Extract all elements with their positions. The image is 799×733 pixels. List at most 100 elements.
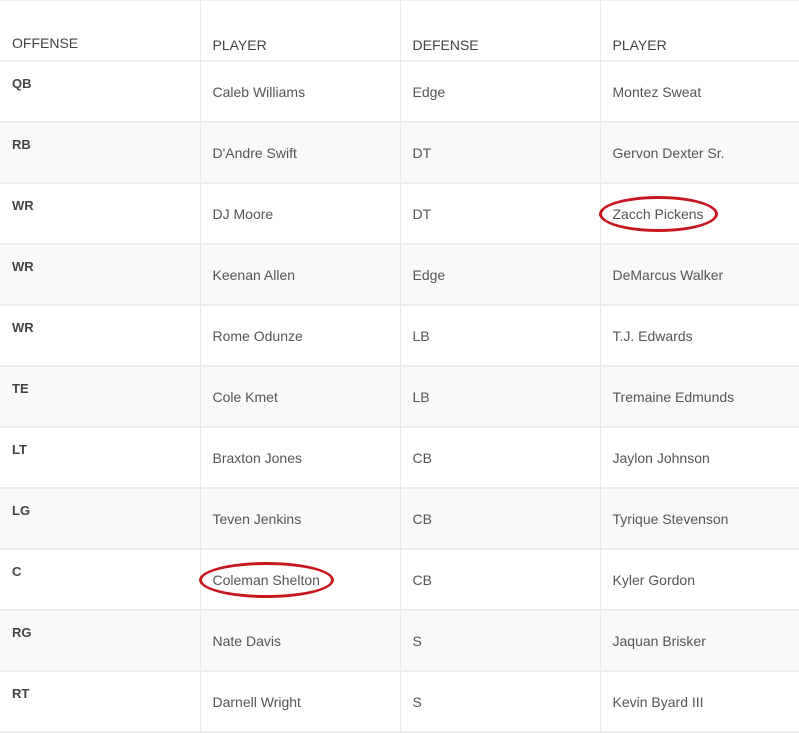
defense-position: LB xyxy=(412,327,430,344)
defense-player: Zacch Pickens xyxy=(612,205,704,222)
defense-position: CB xyxy=(412,510,432,527)
offense-player-cell: Rome Odunze xyxy=(200,305,401,367)
defense-player-cell: Kyler Gordon xyxy=(600,549,799,611)
offense-position: C xyxy=(12,564,22,579)
table-row: RB D'Andre Swift DT Gervon Dexter Sr. xyxy=(0,122,799,184)
defense-player-cell: Tremaine Edmunds xyxy=(600,366,799,428)
offense-position-cell: WR xyxy=(0,305,201,367)
offense-player: Braxton Jones xyxy=(212,449,303,466)
header-player: PLAYER xyxy=(600,0,799,62)
offense-position: RG xyxy=(12,625,32,640)
offense-position: LT xyxy=(12,442,27,457)
defense-player-cell: Zacch Pickens xyxy=(598,183,799,245)
defense-position: DT xyxy=(412,144,432,161)
offense-position: WR xyxy=(12,320,34,335)
offense-player: Nate Davis xyxy=(212,632,281,649)
offense-position: WR xyxy=(12,198,34,213)
offense-position: TE xyxy=(12,381,29,396)
offense-position: QB xyxy=(12,76,32,91)
defense-player-cell: Jaylon Johnson xyxy=(600,427,799,489)
defense-player-cell: Gervon Dexter Sr. xyxy=(600,122,799,184)
table-row: QB Caleb Williams Edge Montez Sweat xyxy=(0,61,799,123)
header-row: OFFENSE PLAYER DEFENSE PLAYER xyxy=(0,0,799,62)
offense-position-cell: RB xyxy=(0,122,201,184)
offense-player: Coleman Shelton xyxy=(212,571,320,588)
defense-position-cell: CB xyxy=(400,427,601,489)
defense-player: Tyrique Stevenson xyxy=(612,510,729,527)
offense-position-cell: QB xyxy=(0,61,201,123)
defense-player-cell: DeMarcus Walker xyxy=(600,244,799,306)
offense-position: RB xyxy=(12,137,31,152)
offense-position-cell: TE xyxy=(0,366,201,428)
offense-player-cell: Cole Kmet xyxy=(200,366,401,428)
table-row: C Coleman Shelton CB Kyler Gordon xyxy=(0,549,799,611)
defense-position: S xyxy=(412,693,422,710)
defense-position: DT xyxy=(412,205,432,222)
header-offense: OFFENSE xyxy=(0,0,201,62)
offense-player-cell: Caleb Williams xyxy=(200,61,401,123)
defense-position-cell: LB xyxy=(400,305,601,367)
defense-position: CB xyxy=(412,571,432,588)
offense-position-cell: C xyxy=(0,549,201,611)
offense-position: WR xyxy=(12,259,34,274)
offense-player-cell: Nate Davis xyxy=(200,610,401,672)
offense-player-cell: Coleman Shelton xyxy=(198,549,401,611)
table-row: LT Braxton Jones CB Jaylon Johnson xyxy=(0,427,799,489)
offense-position-cell: RT xyxy=(0,671,201,733)
offense-position: LG xyxy=(12,503,31,518)
defense-player: Jaylon Johnson xyxy=(612,449,710,466)
defense-position-cell: Edge xyxy=(400,244,601,306)
offense-position-cell: WR xyxy=(0,244,201,306)
defense-position: CB xyxy=(412,449,432,466)
defense-position-cell: LB xyxy=(400,366,601,428)
defense-position: LB xyxy=(412,388,430,405)
defense-player: T.J. Edwards xyxy=(612,327,693,344)
defense-player: Jaquan Brisker xyxy=(612,632,706,649)
defense-player: Tremaine Edmunds xyxy=(612,388,735,405)
offense-player: Caleb Williams xyxy=(212,83,306,100)
defense-player-cell: Tyrique Stevenson xyxy=(600,488,799,550)
defense-player: Gervon Dexter Sr. xyxy=(612,144,725,161)
defense-player: DeMarcus Walker xyxy=(612,266,724,283)
offense-player: Teven Jenkins xyxy=(212,510,302,527)
defense-position-cell: Edge xyxy=(400,61,601,123)
table-row: WR Rome Odunze LB T.J. Edwards xyxy=(0,305,799,367)
defense-position-cell: S xyxy=(400,671,601,733)
offense-player-cell: Teven Jenkins xyxy=(200,488,401,550)
offense-player-cell: Keenan Allen xyxy=(200,244,401,306)
defense-player-cell: T.J. Edwards xyxy=(600,305,799,367)
offense-player: DJ Moore xyxy=(212,205,274,222)
defense-position-cell: DT xyxy=(400,183,601,245)
offense-player: Darnell Wright xyxy=(212,693,301,710)
defense-player-cell: Montez Sweat xyxy=(600,61,799,123)
defense-position-cell: S xyxy=(400,610,601,672)
offense-player-cell: Braxton Jones xyxy=(200,427,401,489)
header-defense: DEFENSE xyxy=(400,0,601,62)
defense-player: Montez Sweat xyxy=(612,83,702,100)
defense-player-cell: Jaquan Brisker xyxy=(600,610,799,672)
defense-position: S xyxy=(412,632,422,649)
table-row: WR Keenan Allen Edge DeMarcus Walker xyxy=(0,244,799,306)
offense-player: Cole Kmet xyxy=(212,388,278,405)
offense-player-cell: Darnell Wright xyxy=(200,671,401,733)
offense-player-cell: D'Andre Swift xyxy=(200,122,401,184)
defense-position-cell: CB xyxy=(400,488,601,550)
offense-position-cell: LT xyxy=(0,427,201,489)
defense-position-cell: DT xyxy=(400,122,601,184)
table-row: RG Nate Davis S Jaquan Brisker xyxy=(0,610,799,672)
offense-player-cell: DJ Moore xyxy=(200,183,401,245)
table-row: LG Teven Jenkins CB Tyrique Stevenson xyxy=(0,488,799,550)
offense-player: D'Andre Swift xyxy=(212,144,297,161)
defense-player: Kevin Byard III xyxy=(612,693,704,710)
header-player: PLAYER xyxy=(200,0,401,62)
defense-position: Edge xyxy=(412,266,446,283)
offense-player: Rome Odunze xyxy=(212,327,303,344)
defense-position-cell: CB xyxy=(400,549,601,611)
table-row: WR DJ Moore DT Zacch Pickens xyxy=(0,183,799,245)
offense-position-cell: RG xyxy=(0,610,201,672)
defense-position: Edge xyxy=(412,83,446,100)
defense-player: Kyler Gordon xyxy=(612,571,695,588)
defense-player-cell: Kevin Byard III xyxy=(600,671,799,733)
table-row: TE Cole Kmet LB Tremaine Edmunds xyxy=(0,366,799,428)
